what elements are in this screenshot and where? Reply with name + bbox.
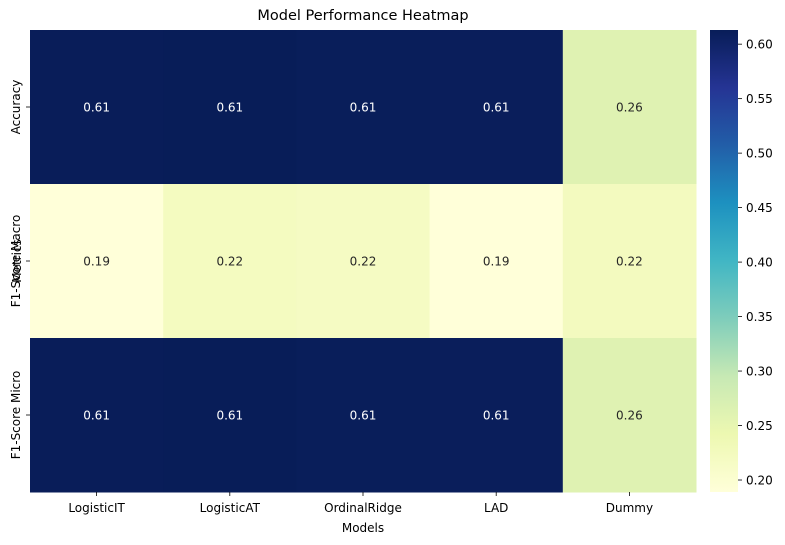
heatmap-cell: [296, 30, 431, 185]
colorbar-tick-label: 0.20: [746, 474, 773, 488]
cell-value-label: 0.61: [483, 101, 510, 115]
colorbar-tick-label: 0.55: [746, 92, 773, 106]
cell-value-label: 0.22: [216, 255, 243, 269]
cell-value-label: 0.61: [350, 101, 377, 115]
x-tick-label: LogisticAT: [200, 501, 261, 515]
heatmap-cell: [163, 30, 297, 185]
colorbar-tick-label: 0.35: [746, 310, 773, 324]
colorbar-tick-label: 0.40: [746, 256, 773, 270]
cell-value-label: 0.61: [83, 409, 110, 423]
colorbar-tick-label: 0.60: [746, 38, 773, 52]
colorbar-tick-label: 0.30: [746, 365, 773, 379]
colorbar-tick-label: 0.45: [746, 201, 773, 215]
heatmap-cell: [30, 184, 164, 339]
heatmap-cell: [163, 184, 297, 339]
y-tick-label: F1-Score Macro: [9, 215, 23, 308]
heatmap-cells: 0.61 0.61 0.61 0.61 0.26 0.19 0.22 0.22 0.19 0.22…: [30, 30, 697, 493]
cell-value-label: 0.61: [483, 409, 510, 423]
x-axis: LogisticIT LogisticAT OrdinalRidge LAD Dummy: [68, 492, 653, 515]
x-tick-label: OrdinalRidge: [324, 501, 402, 515]
x-tick-label: LogisticIT: [68, 501, 125, 515]
cell-value-label: 0.22: [616, 255, 643, 269]
cell-value-label: 0.26: [616, 409, 643, 423]
x-tick-label: Dummy: [606, 501, 653, 515]
heatmap-cell: [429, 338, 564, 493]
heatmap-cell: [429, 30, 564, 185]
chart-title: Model Performance Heatmap: [257, 8, 468, 24]
cell-value-label: 0.22: [350, 255, 377, 269]
heatmap-cell: [429, 184, 564, 339]
cell-value-label: 0.26: [616, 101, 643, 115]
y-tick-label: Accuracy: [9, 80, 23, 135]
colorbar: 0.20 0.25 0.30 0.35 0.40 0.45 0.50 0.55 0.60: [710, 30, 773, 492]
cell-value-label: 0.61: [216, 101, 243, 115]
heatmap-cell: [562, 30, 697, 185]
y-tick-label: F1-Score Micro: [9, 371, 23, 460]
heatmap-cell: [296, 184, 431, 339]
cell-value-label: 0.61: [83, 101, 110, 115]
colorbar-tick-label: 0.25: [746, 419, 773, 433]
heatmap-cell: [562, 338, 697, 493]
colorbar-tick-label: 0.50: [746, 147, 773, 161]
cell-value-label: 0.19: [483, 255, 510, 269]
heatmap-cell: [562, 184, 697, 339]
y-axis: Accuracy F1-Score Macro F1-Score Micro: [9, 80, 30, 460]
heatmap-cell: [30, 338, 164, 493]
x-axis-label: Models: [342, 521, 384, 535]
y-axis-label: Metrics: [10, 239, 24, 283]
colorbar-gradient: [710, 30, 738, 492]
x-tick-label: LAD: [484, 501, 508, 515]
cell-value-label: 0.61: [216, 409, 243, 423]
cell-value-label: 0.19: [83, 255, 110, 269]
heatmap-cell: [30, 30, 164, 185]
heatmap-cell: [163, 338, 297, 493]
cell-value-label: 0.61: [350, 409, 377, 423]
heatmap-cell: [296, 338, 431, 493]
